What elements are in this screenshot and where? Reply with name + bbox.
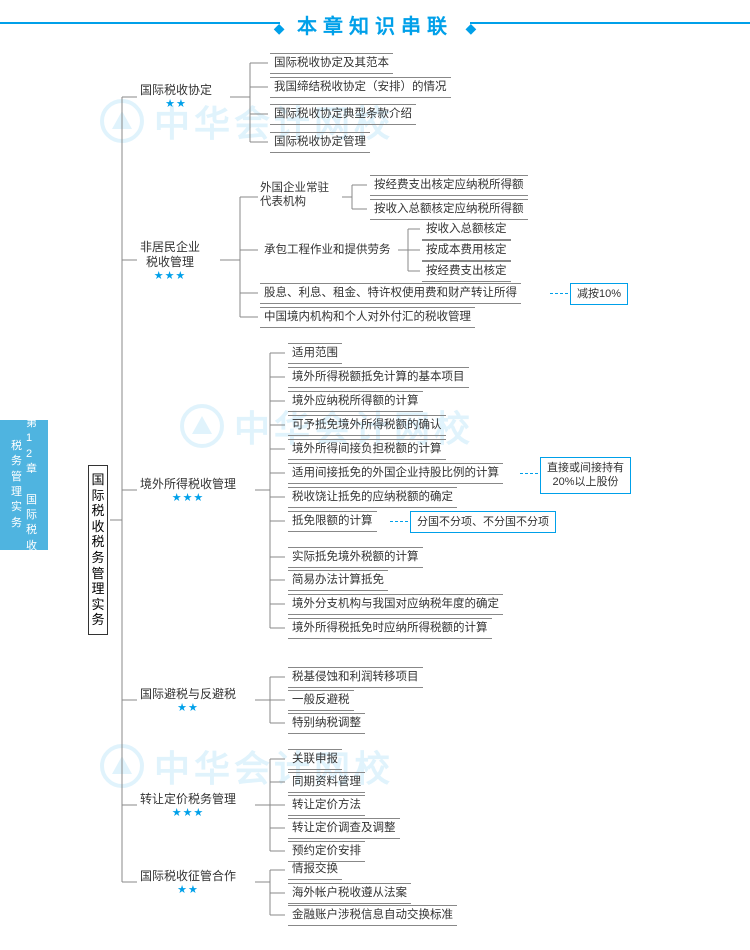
leaf: 境外分支机构与我国对应纳税年度的确定	[288, 594, 503, 615]
leaf: 适用间接抵免的外国企业持股比例的计算	[288, 463, 503, 484]
leaf: 一般反避税	[288, 690, 354, 711]
node-intl-cooperation: 国际税收征管合作★★	[140, 869, 236, 898]
leaf: 同期资料管理	[288, 772, 365, 793]
leaf: 金融账户涉税信息自动交换标准	[288, 905, 457, 926]
leaf: 按经费支出核定应纳税所得额	[370, 175, 528, 196]
chapter-sidebar-tab: 税务管理实务 第12章 国际税收	[0, 420, 48, 550]
leaf: 税收饶让抵免的应纳税额的确定	[288, 487, 457, 508]
leaf: 情报交换	[288, 860, 342, 880]
leaf: 按经费支出核定	[422, 261, 511, 282]
leaf: 特别纳税调整	[288, 713, 365, 734]
leaf: 按成本费用核定	[422, 240, 511, 261]
leaf: 适用范围	[288, 343, 342, 364]
node-nonresident-enterprise: 非居民企业税收管理★★★	[140, 240, 200, 284]
leaf: 实际抵免境外税额的计算	[288, 547, 423, 568]
note-by-country: 分国不分项、不分国不分项	[410, 511, 556, 533]
node-contract-labor: 承包工程作业和提供劳务	[260, 241, 395, 260]
node-foreign-rep-office: 外国企业常驻代表机构	[260, 181, 329, 210]
chapter-title: 本章知识串联	[289, 10, 461, 39]
leaf: 国际税收协定及其范本	[270, 53, 393, 74]
leaf: 海外帐户税收遵从法案	[288, 883, 411, 904]
leaf: 简易办法计算抵免	[288, 570, 388, 591]
dashed-connector	[390, 521, 408, 522]
dashed-connector	[550, 293, 568, 294]
leaf: 境外应纳税所得额的计算	[288, 391, 423, 412]
leaf: 股息、利息、租金、特许权使用费和财产转让所得	[260, 283, 521, 304]
dashed-connector	[520, 473, 538, 474]
mindmap-diagram: 国际税收税务管理实务 国际税收协定★★ 非居民企业税收管理★★★	[60, 45, 740, 940]
leaf: 关联申报	[288, 749, 342, 770]
leaf: 预约定价安排	[288, 841, 365, 862]
node-intl-tax-agreement: 国际税收协定★★	[140, 83, 212, 112]
leaf: 中国境内机构和个人对外付汇的税收管理	[260, 307, 475, 328]
leaf: 转让定价调查及调整	[288, 818, 400, 839]
leaf: 境外所得税抵免时应纳所得税额的计算	[288, 618, 492, 639]
leaf: 境外所得间接负担税额的计算	[288, 439, 446, 460]
leaf: 税基侵蚀和利润转移项目	[288, 667, 423, 688]
leaf: 国际税收协定管理	[270, 132, 370, 153]
leaf: 抵免限额的计算	[288, 511, 377, 532]
leaf: 按收入总额核定	[422, 219, 511, 240]
leaf: 可予抵免境外所得税额的确认	[288, 415, 446, 436]
chapter-title-bar: ◆ 本章知识串联 ◆	[0, 0, 750, 45]
note-10percent: 减按10%	[570, 283, 628, 305]
leaf: 国际税收协定典型条款介绍	[270, 104, 416, 125]
node-foreign-income-tax: 境外所得税收管理★★★	[140, 477, 236, 506]
note-20percent-shares: 直接或间接持有 20%以上股份	[540, 457, 631, 494]
leaf: 我国缔结税收协定（安排）的情况	[270, 77, 451, 98]
leaf: 转让定价方法	[288, 795, 365, 816]
leaf: 按收入总额核定应纳税所得额	[370, 199, 528, 220]
leaf: 境外所得税额抵免计算的基本项目	[288, 367, 469, 388]
node-transfer-pricing: 转让定价税务管理★★★	[140, 792, 236, 821]
node-anti-avoidance: 国际避税与反避税★★	[140, 687, 236, 716]
